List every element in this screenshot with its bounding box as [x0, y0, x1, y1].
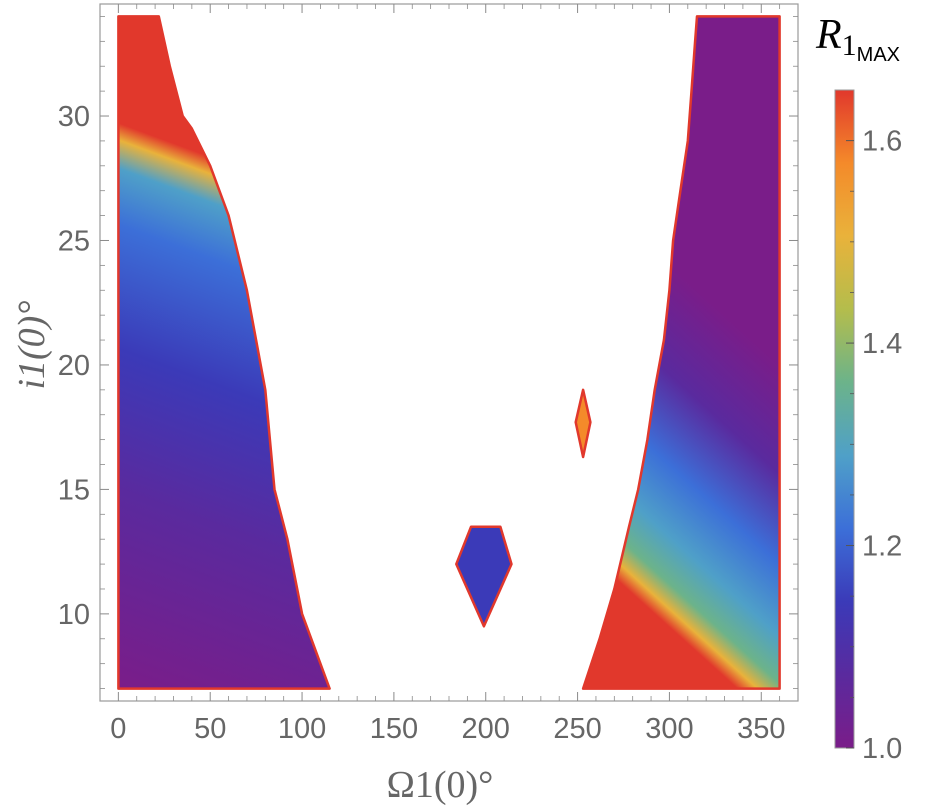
x-axis: 0 50 100 150 200 250 300 350	[110, 4, 785, 745]
colorbar-tick-label: 1.2	[862, 531, 902, 563]
colorbar-ticks: 1.0 1.2 1.4 1.6	[846, 126, 902, 765]
colorbar-tick-label: 1.4	[862, 328, 902, 360]
upper-island-area	[574, 388, 592, 459]
y-tick-label: 10	[58, 599, 90, 631]
y-axis-title: i1(0)°	[11, 300, 53, 389]
colorbar-title-subscript: 1	[842, 29, 857, 62]
x-tick-label: 150	[370, 713, 418, 745]
colorbar-title-subsubscript: MAX	[857, 44, 900, 66]
colorbar-title-letter: R	[815, 12, 842, 58]
y-axis-title-text: i1(0)°	[11, 300, 53, 389]
y-axis: 10 15 20 25 30	[58, 101, 798, 631]
x-tick-label: 100	[278, 713, 326, 745]
right-region-area	[581, 15, 781, 690]
x-tick-label: 200	[462, 713, 510, 745]
colorbar-tick-label: 1.0	[862, 733, 902, 765]
y-tick-label: 15	[58, 474, 90, 506]
x-tick-label: 250	[553, 713, 601, 745]
left-region-area	[117, 15, 331, 690]
lower-island-area	[455, 525, 513, 628]
minor-ticks	[100, 4, 798, 701]
x-tick-label: 50	[194, 713, 226, 745]
x-tick-label: 0	[110, 713, 126, 745]
colorbar-tick-label: 1.6	[862, 126, 902, 158]
y-tick-label: 25	[58, 225, 90, 257]
x-tick-label: 300	[645, 713, 693, 745]
y-tick-label: 30	[58, 101, 90, 133]
colorbar-title: R1MAX	[815, 12, 900, 66]
x-axis-title-text: Ω1(0)°	[387, 764, 494, 806]
heatmap-regions	[117, 15, 781, 690]
x-axis-title: Ω1(0)°	[387, 764, 494, 806]
x-tick-label: 350	[737, 713, 785, 745]
colorbar	[834, 89, 855, 749]
y-tick-label: 20	[58, 350, 90, 382]
